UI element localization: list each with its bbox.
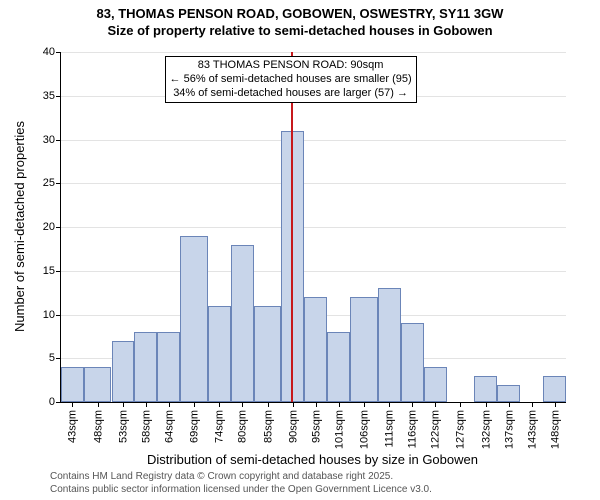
annotation-line-1: 83 THOMAS PENSON ROAD: 90sqm [170,59,412,73]
bar [231,245,254,403]
y-tick-mark [56,402,61,403]
x-tick-label: 69sqm [189,410,201,443]
annotation-line-3: 34% of semi-detached houses are larger (… [170,87,412,101]
x-tick-label: 143sqm [526,410,538,449]
x-tick-mark [268,402,269,407]
bar [401,323,424,402]
x-tick-label: 101sqm [333,410,345,449]
bar [61,367,84,402]
x-tick-mark [435,402,436,407]
y-tick-mark [56,183,61,184]
y-tick-label: 0 [49,396,55,408]
bar [497,385,520,403]
title-line-1: 83, THOMAS PENSON ROAD, GOBOWEN, OSWESTR… [0,6,600,23]
y-tick-mark [56,358,61,359]
y-tick-label: 35 [43,90,55,102]
marker-line [291,52,293,402]
x-tick-label: 48sqm [92,410,104,443]
x-tick-mark [316,402,317,407]
grid-line [61,227,566,228]
bar [112,341,135,402]
y-tick-label: 20 [43,221,55,233]
x-tick-mark [72,402,73,407]
x-tick-mark [169,402,170,407]
bar [304,297,327,402]
x-tick-mark [146,402,147,407]
bar [281,131,304,402]
x-tick-label: 116sqm [407,410,419,448]
x-tick-label: 43sqm [67,410,79,443]
x-tick-mark [412,402,413,407]
bar [157,332,180,402]
y-tick-label: 10 [43,309,55,321]
x-tick-label: 85sqm [262,410,274,443]
y-tick-mark [56,140,61,141]
grid-line [61,140,566,141]
plot-area: 051015202530354043sqm48sqm53sqm58sqm64sq… [60,52,566,403]
x-tick-mark [293,402,294,407]
bar [474,376,497,402]
grid-line [61,183,566,184]
x-tick-label: 58sqm [140,410,152,443]
y-tick-label: 40 [43,46,55,58]
x-tick-label: 132sqm [480,410,492,449]
x-tick-label: 106sqm [359,410,371,449]
x-tick-label: 122sqm [430,410,442,449]
title-line-2: Size of property relative to semi-detach… [0,23,600,40]
y-tick-label: 30 [43,134,55,146]
x-tick-mark [242,402,243,407]
x-tick-label: 80sqm [237,410,249,443]
x-axis-title: Distribution of semi-detached houses by … [60,452,565,467]
x-tick-mark [219,402,220,407]
x-tick-mark [460,402,461,407]
x-tick-label: 111sqm [384,410,396,448]
y-tick-label: 15 [43,265,55,277]
bar [180,236,208,402]
x-tick-label: 127sqm [455,410,467,449]
bar [327,332,350,402]
bar [254,306,282,402]
y-tick-mark [56,52,61,53]
x-tick-mark [364,402,365,407]
x-tick-mark [509,402,510,407]
y-tick-label: 25 [43,177,55,189]
y-axis-title: Number of semi-detached properties [12,52,27,402]
bar [208,306,231,402]
y-tick-label: 5 [49,352,55,364]
x-tick-mark [123,402,124,407]
x-tick-mark [194,402,195,407]
grid-line [61,271,566,272]
annotation-box: 83 THOMAS PENSON ROAD: 90sqm ← 56% of se… [165,56,417,103]
y-tick-mark [56,315,61,316]
footer-line-1: Contains HM Land Registry data © Crown c… [50,471,432,484]
y-tick-mark [56,271,61,272]
x-tick-mark [98,402,99,407]
footer-line-2: Contains public sector information licen… [50,484,432,497]
bar [350,297,378,402]
bar [134,332,157,402]
title-block: 83, THOMAS PENSON ROAD, GOBOWEN, OSWESTR… [0,0,600,40]
x-tick-mark [339,402,340,407]
bar [84,367,112,402]
bar [424,367,447,402]
x-tick-label: 74sqm [214,410,226,443]
grid-line [61,52,566,53]
x-tick-mark [486,402,487,407]
bar [543,376,566,402]
x-tick-mark [532,402,533,407]
annotation-line-2: ← 56% of semi-detached houses are smalle… [170,73,412,87]
x-tick-mark [389,402,390,407]
x-tick-mark [555,402,556,407]
chart-container: 83, THOMAS PENSON ROAD, GOBOWEN, OSWESTR… [0,0,600,500]
x-tick-label: 64sqm [163,410,175,443]
footer-text: Contains HM Land Registry data © Crown c… [50,471,432,496]
y-tick-mark [56,96,61,97]
x-tick-label: 95sqm [310,410,322,443]
x-tick-label: 90sqm [287,410,299,443]
x-tick-label: 53sqm [117,410,129,443]
y-tick-mark [56,227,61,228]
x-tick-label: 137sqm [503,410,515,449]
bar [378,288,401,402]
x-tick-label: 148sqm [549,410,561,449]
